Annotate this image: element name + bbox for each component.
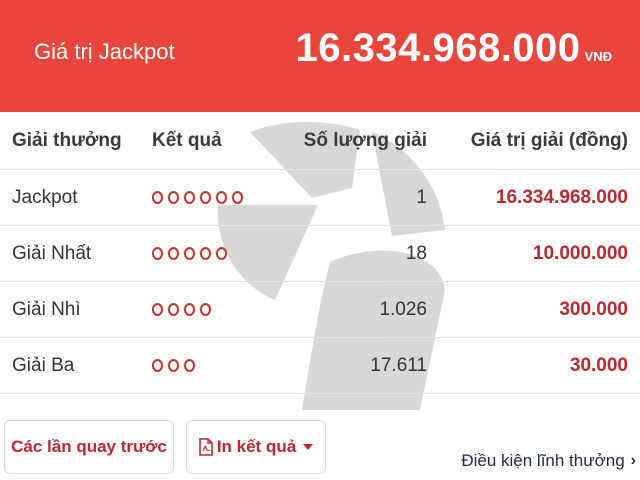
jackpot-title: Giá trị Jackpot [34,39,175,64]
result-ball [216,191,227,204]
table-row: Jackpot 1 16.334.968.000 [0,170,640,226]
result-balls [152,226,232,281]
prize-terms-label: Điều kiện lĩnh thưởng [461,451,625,470]
pdf-icon [199,438,213,456]
jackpot-amount-value: 16.334.968.000 [295,26,581,70]
prize-name: Jackpot [12,187,78,208]
column-header-count: Số lượng giải [303,130,427,151]
jackpot-unit: VNĐ [584,49,612,64]
column-header-result: Kết quả [152,130,222,151]
result-ball [216,247,227,260]
result-ball [200,303,211,316]
jackpot-header: Giá trị Jackpot 16.334.968.000 VNĐ [0,0,640,112]
prize-value: 30.000 [569,355,628,376]
result-ball [200,191,211,204]
prize-name: Giải Ba [12,355,75,376]
result-ball [168,247,179,260]
result-ball [232,191,243,204]
result-ball [152,191,163,204]
prize-count: 18 [405,243,427,264]
prize-name: Giải Nhì [12,299,81,320]
result-ball [152,359,163,372]
jackpot-amount: 16.334.968.000 VNĐ [296,26,613,71]
result-balls [152,282,216,337]
result-ball [184,191,195,204]
prize-value: 300.000 [559,299,628,320]
result-ball [152,303,163,316]
table-row: Giải Nhất 18 10.000.000 [0,226,640,282]
print-results-button[interactable]: In kết quả [186,420,326,474]
result-ball [184,359,195,372]
result-ball [200,247,211,260]
result-balls [152,338,200,393]
prize-count: 17.611 [370,355,427,376]
table-row: Giải Nhì 1.026 300.000 [0,282,640,338]
print-results-label: In kết quả [216,437,297,456]
result-ball [152,247,163,260]
result-ball [168,359,179,372]
result-balls [152,170,248,225]
prize-name: Giải Nhất [12,243,92,264]
prize-table: Giải thưởng Kết quả Số lượng giải Giá tr… [0,112,640,394]
column-header-prize: Giải thưởng [12,130,122,151]
result-ball [184,247,195,260]
caret-down-icon [303,444,314,450]
prize-value: 10.000.000 [532,243,628,264]
table-row: Giải Ba 17.611 30.000 [0,338,640,394]
previous-draws-button[interactable]: Các lần quay trước [4,420,174,474]
prize-terms-link[interactable]: Điều kiện lĩnh thưởng › [461,451,636,471]
result-ball [168,303,179,316]
column-header-value: Giá trị giải (đồng) [470,130,628,151]
prize-count: 1 [416,187,427,208]
prize-count: 1.026 [379,299,427,320]
prize-value: 16.334.968.000 [495,187,628,208]
result-ball [168,191,179,204]
chevron-right-icon: › [630,452,636,469]
previous-draws-label: Các lần quay trước [11,437,167,456]
table-header-row: Giải thưởng Kết quả Số lượng giải Giá tr… [0,112,640,170]
result-ball [184,303,195,316]
